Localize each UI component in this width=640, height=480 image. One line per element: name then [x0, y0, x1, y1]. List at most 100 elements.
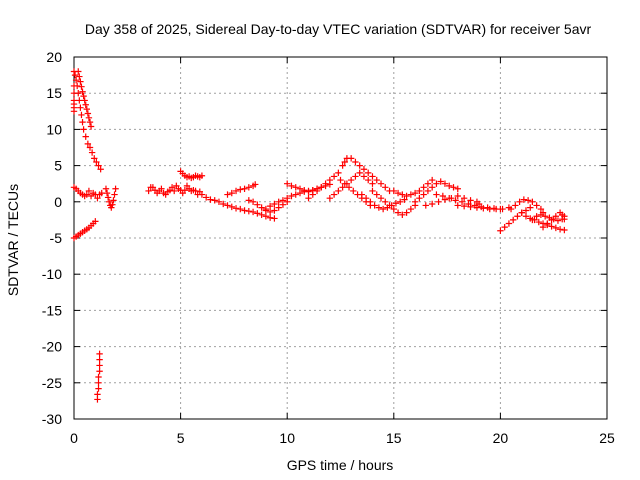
- data-point: [224, 191, 231, 198]
- data-point: [350, 187, 357, 195]
- data-point: [87, 123, 95, 130]
- data-point: [411, 189, 419, 197]
- data-point: [94, 396, 101, 403]
- data-point: [288, 192, 295, 200]
- data-point: [288, 182, 295, 190]
- y-tick-label: -30: [42, 411, 62, 427]
- series-arc-15-16.5: [390, 176, 436, 200]
- data-point: [82, 133, 89, 140]
- data-point: [84, 110, 92, 117]
- data-point: [533, 202, 540, 209]
- data-point: [284, 194, 291, 202]
- series-early-near-zero: [70, 184, 105, 202]
- data-point: [420, 184, 427, 191]
- data-point: [533, 213, 540, 220]
- data-point: [192, 187, 199, 195]
- data-point: [96, 362, 103, 369]
- data-point: [76, 73, 83, 80]
- data-point: [95, 373, 102, 381]
- x-tick-label: 15: [386, 430, 402, 446]
- data-point: [382, 184, 389, 191]
- data-point: [75, 68, 82, 75]
- data-point: [541, 213, 549, 220]
- data-point: [96, 356, 103, 363]
- data-point: [379, 205, 387, 213]
- y-tick-label: 0: [54, 194, 62, 210]
- data-point: [365, 176, 372, 184]
- data-point: [86, 144, 94, 151]
- data-point: [313, 187, 321, 195]
- data-point: [105, 198, 113, 205]
- data-point: [420, 191, 427, 198]
- data-point: [480, 205, 487, 212]
- data-point: [497, 227, 504, 234]
- data-point: [85, 187, 93, 195]
- series-arc-8-10: [245, 197, 291, 216]
- data-point: [341, 180, 348, 187]
- data-point: [424, 187, 432, 195]
- data-point: [252, 181, 259, 188]
- data-point: [337, 176, 344, 184]
- data-point: [552, 213, 560, 220]
- y-tick-label: 10: [46, 121, 62, 137]
- data-point: [446, 194, 453, 202]
- series-arc-6-9.5: [198, 191, 278, 222]
- data-point: [458, 198, 466, 205]
- data-point: [454, 185, 461, 192]
- data-point: [220, 200, 227, 208]
- data-point: [516, 198, 523, 205]
- data-point: [88, 149, 96, 156]
- data-point: [524, 197, 532, 204]
- data-point: [102, 185, 110, 192]
- data-point: [104, 194, 112, 201]
- data-point: [245, 208, 253, 215]
- data-point: [326, 194, 334, 202]
- data-point: [266, 202, 274, 210]
- data-point: [428, 176, 436, 184]
- data-point: [108, 204, 115, 211]
- series-arc-22-23-low: [539, 209, 568, 231]
- data-point: [70, 82, 78, 90]
- data-point: [548, 223, 555, 230]
- data-point: [345, 184, 353, 191]
- y-tick-label: -15: [42, 302, 62, 318]
- data-point: [520, 196, 528, 203]
- series-arc-11-12.6: [305, 155, 351, 202]
- data-point: [207, 196, 214, 203]
- y-tick-label: -20: [42, 339, 62, 355]
- data-point: [79, 118, 86, 126]
- data-point: [439, 192, 447, 200]
- data-point: [237, 205, 244, 213]
- x-axis-tick-labels: 0 5 10 15 20 25: [70, 430, 615, 446]
- data-point: [70, 108, 78, 115]
- series-arc-13-14.5: [347, 155, 393, 195]
- data-point: [322, 180, 329, 187]
- series-arc-12-13.5: [326, 169, 376, 202]
- data-point: [486, 205, 493, 213]
- data-point: [561, 226, 568, 234]
- data-point: [441, 180, 449, 187]
- data-point: [245, 184, 253, 191]
- series-early-high-branch: [75, 68, 95, 130]
- data-point: [435, 198, 442, 205]
- series-arc-3.5-6: [145, 182, 203, 198]
- series-arc-5-6-upper: [177, 168, 206, 182]
- data-point: [82, 101, 89, 108]
- data-point: [262, 205, 270, 213]
- data-point: [83, 191, 90, 198]
- data-point: [96, 350, 103, 358]
- series-early-near-zero-2: [102, 185, 119, 211]
- data-point: [537, 205, 545, 213]
- data-point: [394, 189, 402, 197]
- data-point: [548, 216, 555, 224]
- x-tick-label: 0: [70, 430, 78, 446]
- data-point: [401, 196, 408, 203]
- data-point: [362, 198, 370, 205]
- data-point: [85, 114, 93, 122]
- x-tick-label: 20: [493, 430, 509, 446]
- data-point: [390, 187, 397, 195]
- data-point: [318, 184, 325, 191]
- data-point: [83, 105, 90, 113]
- data-point: [202, 194, 210, 201]
- data-point: [266, 214, 274, 221]
